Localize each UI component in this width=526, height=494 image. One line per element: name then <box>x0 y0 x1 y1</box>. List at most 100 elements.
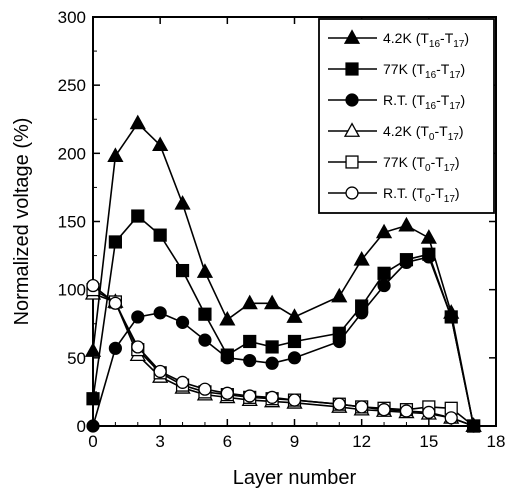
series-layer <box>84 114 482 433</box>
data-point <box>377 403 391 417</box>
legend-marker <box>343 122 361 137</box>
data-point <box>129 114 146 130</box>
data-point <box>332 397 346 411</box>
series-3 <box>84 285 482 432</box>
x-tick-label: 0 <box>88 432 97 451</box>
y-tick-label: 150 <box>58 213 86 232</box>
data-point <box>107 147 124 162</box>
data-point <box>399 253 414 267</box>
data-point <box>175 375 190 389</box>
data-point <box>108 235 122 249</box>
data-point <box>243 353 257 368</box>
legend-label: 4.2K (T16-T17) <box>383 30 469 50</box>
data-point <box>152 136 169 152</box>
data-point <box>84 342 102 357</box>
legend-marker <box>345 93 359 107</box>
data-point <box>86 419 100 433</box>
legend-label: 77K (T0-T17) <box>383 154 460 174</box>
data-point <box>153 364 167 379</box>
data-point <box>198 382 212 396</box>
legend-marker <box>345 62 359 76</box>
data-point <box>287 393 302 407</box>
data-point <box>287 334 302 349</box>
legend-label: R.T. (T16-T17) <box>383 92 465 112</box>
data-point <box>287 351 302 365</box>
data-point <box>422 247 436 261</box>
y-tick-label: 300 <box>58 8 86 27</box>
legend-marker <box>343 29 361 44</box>
data-point <box>265 390 279 404</box>
data-point <box>265 340 279 354</box>
data-point <box>86 392 100 406</box>
data-point <box>131 340 145 354</box>
data-point <box>355 299 369 313</box>
data-point <box>286 308 303 323</box>
y-tick-label: 0 <box>77 417 86 436</box>
x-tick-label: 9 <box>290 432 299 451</box>
data-point <box>198 307 212 321</box>
data-point <box>131 310 145 324</box>
x-tick-label: 18 <box>487 432 506 451</box>
legend-box <box>318 18 495 214</box>
legend-label: 77K (T16-T17) <box>383 61 465 81</box>
data-point <box>399 404 414 418</box>
legend-marker <box>345 155 359 169</box>
data-point <box>198 333 212 347</box>
data-point <box>377 266 391 280</box>
data-point <box>444 411 458 425</box>
data-point <box>265 356 279 370</box>
legend-entry: 77K (T16-T17) <box>328 61 465 81</box>
data-point <box>153 306 167 320</box>
data-point <box>153 228 167 242</box>
data-point <box>243 389 257 403</box>
data-point <box>220 386 234 400</box>
data-point <box>243 334 257 349</box>
data-point <box>175 263 190 278</box>
data-point <box>465 417 482 432</box>
series-line <box>92 256 475 427</box>
y-axis-label: Normalized voltage (%) <box>11 118 33 326</box>
data-point <box>420 229 437 244</box>
data-point <box>331 287 348 303</box>
data-point <box>86 278 100 293</box>
legend-entry: R.T. (T16-T17) <box>328 92 465 112</box>
data-point <box>131 209 145 223</box>
series-4 <box>86 283 481 433</box>
data-point <box>332 326 346 340</box>
legend-entry: 77K (T0-T17) <box>328 154 460 174</box>
legend-label: 4.2K (T0-T17) <box>383 123 463 143</box>
data-point <box>220 348 234 362</box>
legend: 4.2K (T16-T17) 77K (T16-T17) R.T. (T16-T17… <box>318 18 495 214</box>
data-point <box>422 405 436 419</box>
x-tick-label: 12 <box>352 432 371 451</box>
y-tick-label: 50 <box>67 349 86 368</box>
series-1 <box>86 209 481 433</box>
series-line <box>92 284 474 427</box>
data-point <box>175 315 190 329</box>
series-2 <box>86 250 481 433</box>
y-tick-label: 250 <box>58 76 86 95</box>
y-tick-label: 100 <box>58 281 86 300</box>
data-point <box>375 223 393 239</box>
y-tick-label: 200 <box>58 144 86 163</box>
data-point <box>398 216 415 232</box>
x-tick-label: 3 <box>155 432 164 451</box>
data-point <box>108 296 122 310</box>
series-line <box>92 214 475 427</box>
x-axis-label: Layer number <box>233 467 357 489</box>
data-point <box>377 278 391 293</box>
legend-marker <box>345 186 359 200</box>
data-point <box>241 294 258 310</box>
x-tick-label: 15 <box>419 432 438 451</box>
data-point <box>196 263 214 278</box>
x-tick-label: 6 <box>223 432 232 451</box>
legend-entry: 4.2K (T0-T17) <box>328 122 463 143</box>
series-0 <box>84 114 482 432</box>
series-5 <box>86 278 481 433</box>
data-point <box>108 341 122 355</box>
data-point <box>355 400 369 414</box>
data-point <box>443 304 460 319</box>
legend-entry: R.T. (T0-T17) <box>328 185 460 205</box>
legend-label: R.T. (T0-T17) <box>383 185 460 205</box>
